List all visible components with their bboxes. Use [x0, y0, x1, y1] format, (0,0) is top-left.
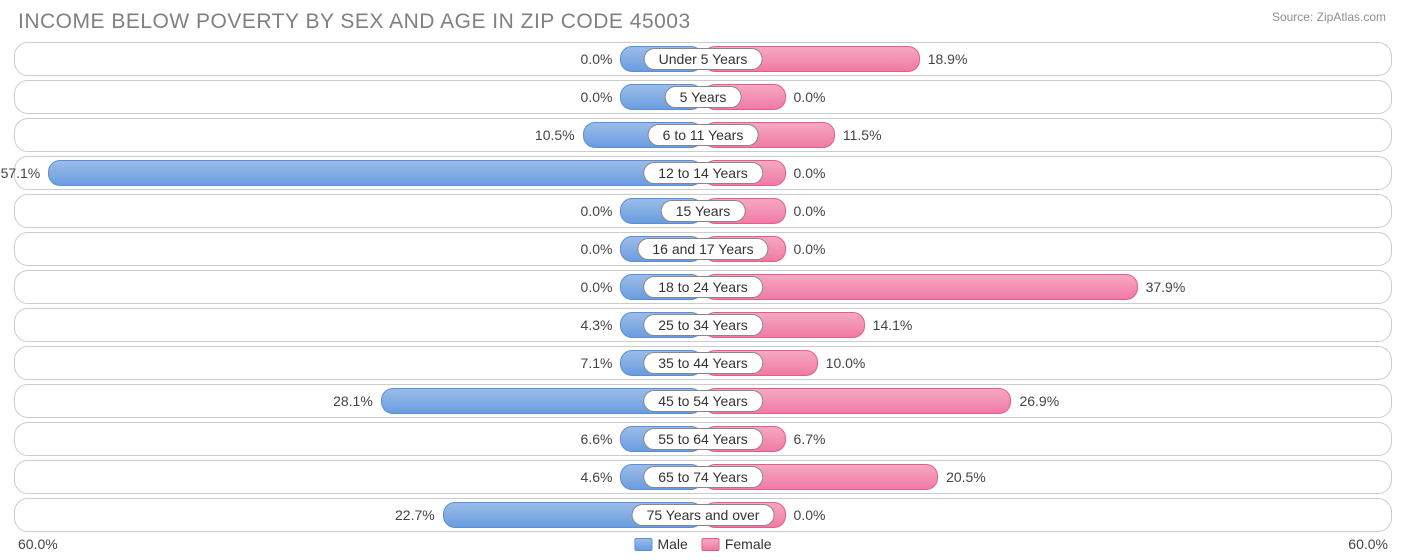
female-value-label: 0.0%	[794, 203, 826, 219]
female-swatch-icon	[702, 538, 720, 551]
male-value-label: 28.1%	[333, 393, 373, 409]
female-value-label: 10.0%	[826, 355, 866, 371]
legend: Male Female	[634, 536, 771, 552]
category-label: 16 and 17 Years	[637, 238, 768, 260]
female-value-label: 37.9%	[1146, 279, 1186, 295]
female-value-label: 14.1%	[873, 317, 913, 333]
chart-row: 6.6% 6.7% 55 to 64 Years	[14, 422, 1392, 456]
male-value-label: 0.0%	[581, 279, 613, 295]
chart-row: 0.0% 0.0% 5 Years	[14, 80, 1392, 114]
axis-row: 60.0% Male Female 60.0%	[14, 536, 1392, 560]
male-value-label: 0.0%	[581, 203, 613, 219]
category-label: 35 to 44 Years	[643, 352, 763, 374]
axis-max-right: 60.0%	[1348, 536, 1388, 552]
female-value-label: 0.0%	[794, 165, 826, 181]
male-value-label: 22.7%	[395, 507, 435, 523]
male-value-label: 6.6%	[581, 431, 613, 447]
male-swatch-icon	[634, 538, 652, 551]
legend-female-label: Female	[725, 536, 772, 552]
male-value-label: 10.5%	[535, 127, 575, 143]
category-label: Under 5 Years	[644, 48, 763, 70]
female-value-label: 6.7%	[794, 431, 826, 447]
female-value-label: 11.5%	[843, 127, 882, 143]
category-label: 55 to 64 Years	[643, 428, 763, 450]
category-label: 25 to 34 Years	[643, 314, 763, 336]
male-value-label: 57.1%	[1, 165, 41, 181]
female-value-label: 0.0%	[794, 89, 826, 105]
chart-row: 4.6% 20.5% 65 to 74 Years	[14, 460, 1392, 494]
chart-row: 22.7% 0.0% 75 Years and over	[14, 498, 1392, 532]
category-label: 75 Years and over	[632, 504, 775, 526]
female-value-label: 18.9%	[928, 51, 968, 67]
category-label: 15 Years	[661, 200, 746, 222]
legend-male-label: Male	[657, 536, 687, 552]
chart-row: 10.5% 11.5% 6 to 11 Years	[14, 118, 1392, 152]
category-label: 6 to 11 Years	[648, 124, 759, 146]
chart-container: INCOME BELOW POVERTY BY SEX AND AGE IN Z…	[0, 0, 1406, 558]
chart-area: 0.0% 18.9% Under 5 Years 0.0% 0.0% 5 Years 10.…	[14, 42, 1392, 532]
chart-row: 0.0% 18.9% Under 5 Years	[14, 42, 1392, 76]
chart-row: 7.1% 10.0% 35 to 44 Years	[14, 346, 1392, 380]
chart-row: 4.3% 14.1% 25 to 34 Years	[14, 308, 1392, 342]
chart-row: 28.1% 26.9% 45 to 54 Years	[14, 384, 1392, 418]
category-label: 18 to 24 Years	[643, 276, 763, 298]
legend-item-male: Male	[634, 536, 687, 552]
male-value-label: 0.0%	[581, 241, 613, 257]
axis-max-left: 60.0%	[18, 536, 58, 552]
male-value-label: 7.1%	[581, 355, 613, 371]
male-value-label: 0.0%	[581, 89, 613, 105]
male-bar	[48, 160, 703, 186]
female-value-label: 20.5%	[946, 469, 986, 485]
source-label: Source: ZipAtlas.com	[1272, 10, 1386, 24]
female-bar	[703, 274, 1138, 300]
chart-row: 57.1%0.0%12 to 14 Years	[14, 156, 1392, 190]
female-value-label: 0.0%	[794, 507, 826, 523]
female-value-label: 0.0%	[794, 241, 826, 257]
legend-item-female: Female	[702, 536, 772, 552]
category-label: 12 to 14 Years	[643, 162, 763, 184]
chart-row: 0.0% 37.9% 18 to 24 Years	[14, 270, 1392, 304]
male-value-label: 4.6%	[581, 469, 613, 485]
chart-title: INCOME BELOW POVERTY BY SEX AND AGE IN Z…	[18, 10, 1392, 34]
male-value-label: 0.0%	[581, 51, 613, 67]
chart-row: 0.0% 0.0% 16 and 17 Years	[14, 232, 1392, 266]
female-value-label: 26.9%	[1019, 393, 1059, 409]
male-value-label: 4.3%	[581, 317, 613, 333]
category-label: 45 to 54 Years	[643, 390, 763, 412]
category-label: 65 to 74 Years	[643, 466, 763, 488]
chart-row: 0.0% 0.0% 15 Years	[14, 194, 1392, 228]
category-label: 5 Years	[665, 86, 742, 108]
